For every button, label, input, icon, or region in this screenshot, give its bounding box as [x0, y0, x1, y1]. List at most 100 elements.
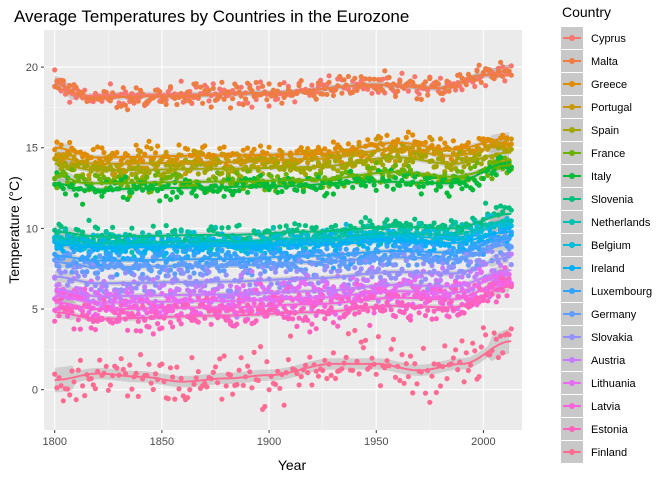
data-point — [401, 292, 407, 298]
data-point — [427, 399, 433, 405]
data-point — [365, 245, 371, 252]
data-point — [367, 76, 373, 82]
data-point — [493, 253, 499, 259]
data-point — [255, 85, 261, 91]
data-point — [129, 171, 135, 177]
data-point — [498, 262, 504, 268]
data-point — [433, 187, 439, 193]
data-point — [375, 266, 381, 272]
data-point — [309, 149, 315, 155]
data-point — [313, 96, 319, 102]
data-point — [508, 326, 514, 332]
data-point — [202, 315, 208, 321]
data-point — [120, 366, 126, 372]
data-point — [122, 89, 129, 95]
data-point — [245, 145, 251, 151]
data-point — [360, 243, 366, 249]
data-point — [305, 160, 311, 166]
data-point — [182, 157, 189, 163]
legend-key-point — [569, 219, 575, 225]
data-point — [369, 176, 375, 182]
data-point — [232, 188, 238, 194]
trend-line-germany — [54, 243, 512, 269]
data-point — [431, 361, 437, 367]
data-point — [69, 368, 75, 374]
data-point — [375, 242, 381, 248]
data-point — [230, 391, 236, 397]
data-point — [322, 357, 328, 363]
data-point — [392, 374, 399, 380]
data-point — [294, 268, 300, 274]
data-point — [73, 192, 79, 198]
data-point — [155, 188, 161, 194]
data-point — [343, 354, 349, 360]
data-point — [283, 171, 289, 177]
data-point — [313, 326, 319, 332]
data-point — [375, 77, 381, 83]
data-point — [437, 136, 444, 142]
data-point — [448, 166, 454, 172]
data-point — [82, 286, 88, 292]
data-point — [392, 93, 399, 99]
data-point — [133, 142, 139, 148]
data-point — [95, 312, 101, 318]
data-point — [159, 177, 165, 183]
legend-key-point — [569, 127, 575, 133]
data-point — [245, 100, 251, 106]
data-point — [465, 273, 471, 279]
data-point — [371, 182, 377, 188]
data-point — [234, 310, 240, 316]
data-point — [234, 170, 240, 176]
data-point — [328, 269, 334, 275]
data-point — [343, 304, 349, 310]
data-point — [167, 197, 174, 203]
data-point — [474, 160, 480, 166]
data-point — [67, 151, 73, 157]
data-point — [266, 387, 272, 393]
data-point — [152, 371, 159, 377]
data-point — [345, 266, 351, 272]
data-point — [80, 383, 86, 389]
data-point — [459, 156, 465, 162]
data-point — [219, 396, 225, 402]
data-point — [227, 319, 234, 325]
data-point — [77, 286, 83, 292]
data-point — [292, 221, 298, 227]
data-point — [435, 156, 441, 162]
data-point — [103, 363, 109, 369]
data-point — [442, 140, 448, 146]
data-point — [459, 169, 465, 175]
data-point — [212, 175, 219, 181]
data-point — [407, 353, 414, 359]
data-point — [358, 266, 364, 272]
data-point — [498, 275, 504, 281]
data-point — [326, 159, 332, 165]
data-point — [367, 364, 373, 370]
data-point — [444, 259, 450, 265]
data-point — [277, 81, 283, 87]
data-point — [221, 353, 227, 359]
data-point — [146, 324, 152, 330]
data-point — [287, 266, 294, 272]
data-point — [440, 90, 446, 96]
data-point — [163, 149, 169, 155]
data-point — [476, 151, 482, 158]
data-point — [165, 396, 171, 402]
data-point — [208, 104, 214, 110]
data-point — [135, 311, 141, 317]
data-point — [347, 223, 354, 229]
data-point — [365, 308, 371, 314]
data-point — [185, 281, 191, 288]
data-point — [266, 103, 272, 109]
data-point — [373, 187, 379, 193]
data-point — [350, 89, 356, 95]
data-point — [264, 359, 270, 365]
data-point — [249, 88, 255, 94]
trend-line-slovakia — [54, 256, 512, 285]
trend-line-latvia — [54, 279, 512, 310]
data-point — [236, 188, 242, 194]
data-point — [373, 371, 379, 377]
data-point — [101, 255, 107, 261]
data-point — [305, 370, 311, 376]
data-point — [502, 265, 508, 271]
